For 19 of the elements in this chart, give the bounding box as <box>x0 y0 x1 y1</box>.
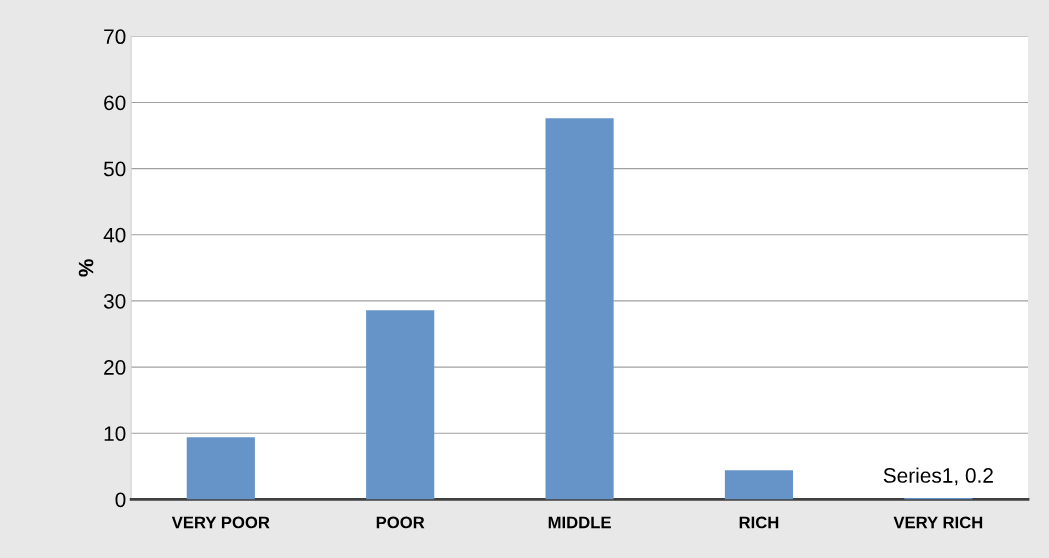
data-label: Series1, 0.2 <box>883 467 993 486</box>
x-tick-label: RICH <box>739 516 779 529</box>
bar <box>724 470 794 500</box>
y-tick-label: 20 <box>104 360 126 375</box>
x-tick-label: VERY POOR <box>171 516 270 529</box>
y-tick-label: 70 <box>104 29 126 45</box>
y-tick-label: 60 <box>104 95 126 111</box>
x-tick-label: MIDDLE <box>548 516 611 529</box>
bar <box>366 310 435 500</box>
y-tick-label: 40 <box>103 227 126 243</box>
bar <box>545 118 614 500</box>
y-tick-label: 50 <box>103 161 126 177</box>
y-tick-label: 10 <box>104 426 126 441</box>
y-axis-title: % <box>78 259 94 277</box>
bar <box>186 437 255 500</box>
x-tick-label: VERY RICH <box>893 516 983 529</box>
y-tick-label: 30 <box>103 293 126 309</box>
x-tick-label: POOR <box>376 516 425 529</box>
y-tick-label: 0 <box>115 492 126 508</box>
